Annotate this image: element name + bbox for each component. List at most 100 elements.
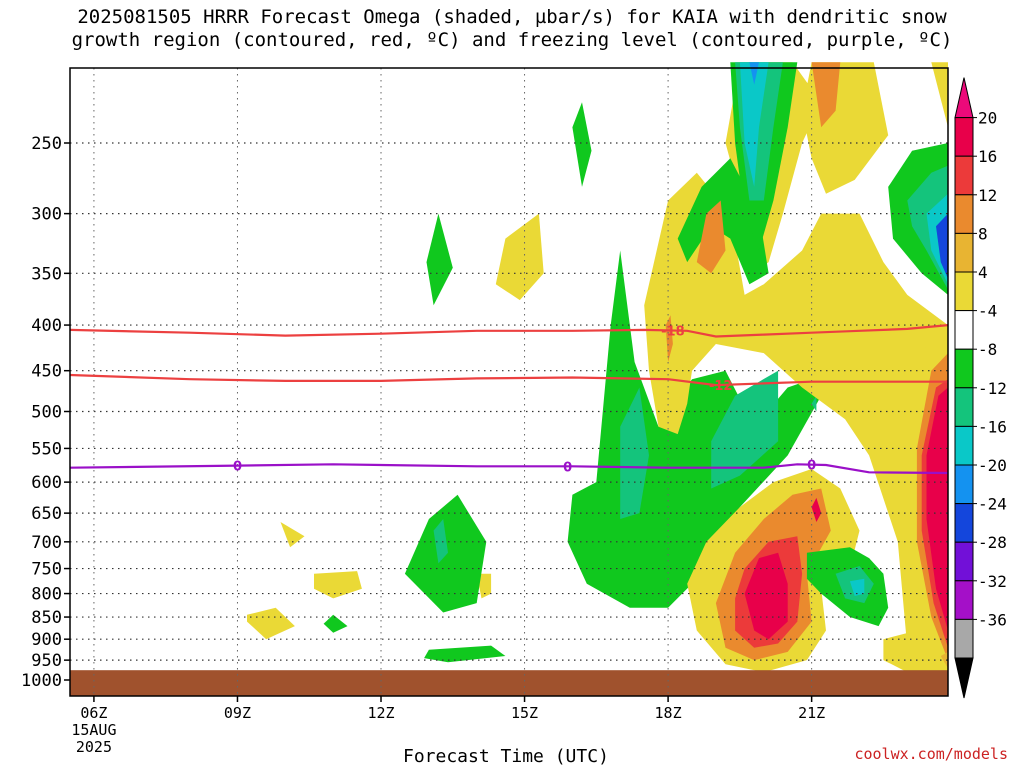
colorbar-swatch-9 [954,464,974,505]
y-tick-label-300: 300 [31,205,62,225]
omega-region-9 [426,213,453,306]
omega-region-5 [323,614,348,633]
x-year-label: 2025 [76,738,112,756]
colorbar-label-8: -16 [978,417,1007,436]
omega-colorbar: 20 16 12 8 4 -4 -8 -12 -16 -20 -24 -28 -32 -36 [954,77,1007,699]
omega-region-2 [280,522,305,548]
colorbar-swatch-13 [954,618,974,659]
omega-region-42 [811,62,841,128]
x-tick-label-12Z: 12Z [367,704,394,722]
contour-label--12-0: -12 [709,379,733,394]
omega-region-11 [567,250,822,608]
colorbar-label-13: -36 [978,610,1007,629]
y-tick-label-500: 500 [31,403,62,423]
colorbar-swatch-2 [954,194,974,234]
y-tick-label-1000: 1000 [21,671,62,691]
y-tick-label-350: 350 [31,264,62,284]
omega-region-10 [572,102,592,187]
colorbar-label-11: -28 [978,533,1007,552]
contour-label-0-2: 0 [807,459,816,474]
colorbar-swatch-6 [954,348,974,389]
omega-region-0 [247,607,295,640]
y-tick-label-700: 700 [31,533,62,553]
x-tick-label-15Z: 15Z [511,704,538,722]
ground-layer [70,670,948,696]
colorbar-top-triangle [954,77,974,119]
colorbar-label-0: 20 [978,109,997,128]
y-axis: 2503003504004505005506006507007508008509… [21,134,70,691]
omega-region-1 [314,571,362,599]
colorbar-label-10: -24 [978,495,1007,514]
contour-label--18-0: -18 [661,325,685,340]
source-credit: coolwx.com/models [854,745,1008,763]
colorbar-swatch-12 [954,580,974,620]
colorbar-swatch-4 [954,271,974,312]
omega-region-35 [739,62,769,187]
colorbar-swatch-11 [954,541,974,582]
x-tick-label-21Z: 21Z [798,704,825,722]
contour-label-0-1: 0 [563,460,572,475]
omega-region-41 [696,200,726,274]
colorbar-swatch-10 [954,503,974,543]
y-tick-label-850: 850 [31,608,62,628]
colorbar-swatch-7 [954,387,974,427]
chart-title: 2025081505 HRRR Forecast Omega (shaded, … [71,6,953,51]
colorbar-label-4: 4 [978,263,988,282]
omega-region-15 [644,172,948,665]
omega-region-43 [665,315,673,362]
colorbar-swatch-0 [954,117,974,157]
omega-region-14 [811,395,817,412]
colorbar-label-6: -8 [978,340,997,359]
colorbar-swatch-3 [954,232,974,273]
grid-lines [70,68,948,696]
ground-fill [70,670,948,696]
colorbar-label-2: 12 [978,186,997,205]
colorbar-label-3: 8 [978,224,988,243]
omega-region-8 [433,519,448,564]
contour-line-0 [69,463,949,475]
contour-line--12 [69,373,948,387]
colorbar-label-12: -32 [978,572,1007,591]
y-tick-label-600: 600 [31,473,62,493]
x-tick-label-06Z: 06Z [80,704,107,722]
plot-frame [69,67,949,697]
omega-region-6 [424,645,506,663]
y-tick-label-450: 450 [31,362,62,382]
omega-region-12 [620,387,649,519]
omega-region-31 [926,387,948,631]
plot-border [69,67,949,697]
colorbar-label-7: -12 [978,379,1007,398]
x-axis-title: Forecast Time (UTC) [403,746,609,767]
y-tick-label-650: 650 [31,504,62,524]
colorbar-label-1: 16 [978,147,997,166]
y-tick-label-400: 400 [31,316,62,336]
x-date-label: 15AUG [71,721,116,739]
omega-region-24 [811,497,822,522]
y-tick-label-950: 950 [31,651,62,671]
colorbar-bottom-triangle [954,657,974,699]
colorbar-swatch-5 [954,310,974,350]
omega-region-18 [931,62,948,128]
contour-label-0-0: 0 [233,460,242,475]
y-tick-label-800: 800 [31,585,62,605]
contour-line--18 [69,324,949,338]
y-tick-label-750: 750 [31,560,62,580]
colorbar-label-5: -4 [978,302,997,321]
omega-region-44 [940,651,948,669]
y-tick-label-550: 550 [31,439,62,459]
temperature-contours: -18 -12 0 0 0 [69,324,949,475]
omega-shaded-regions [247,62,948,673]
y-tick-label-900: 900 [31,630,62,650]
y-tick-label-250: 250 [31,134,62,154]
omega-region-13 [711,370,779,489]
colorbar-label-9: -20 [978,456,1007,475]
omega-region-40 [936,213,948,279]
omega-region-4 [495,213,544,301]
omega-region-27 [849,578,865,596]
x-tick-label-18Z: 18Z [655,704,682,722]
colorbar-swatch-1 [954,155,974,196]
x-tick-label-09Z: 09Z [224,704,251,722]
colorbar-swatch-8 [954,425,974,466]
